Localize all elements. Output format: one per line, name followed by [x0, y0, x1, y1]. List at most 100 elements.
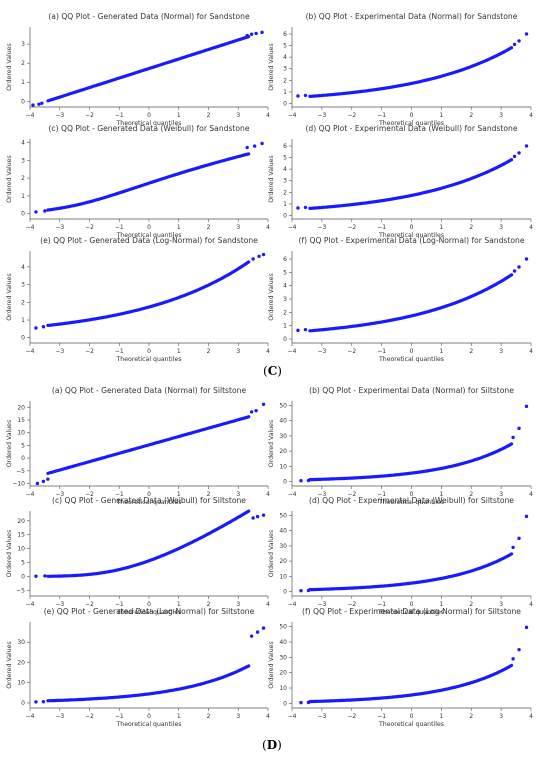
x-tick-label: −4 — [26, 224, 35, 231]
y-tick-label: −5 — [16, 468, 25, 475]
data-point — [512, 269, 517, 273]
x-tick-label: 2 — [207, 224, 211, 231]
x-tick-label: −2 — [347, 601, 356, 608]
y-tick-label: 0 — [21, 335, 25, 342]
y-axis-label: Ordered Values — [6, 530, 13, 577]
y-tick-label: 10 — [17, 430, 25, 437]
x-tick-label: −1 — [377, 491, 386, 498]
data-point — [306, 478, 311, 483]
y-axis-label: Ordered Values — [6, 273, 13, 320]
qq-curve — [46, 415, 251, 475]
y-tick-label: 15 — [17, 532, 25, 539]
y-tick-label: 3 — [21, 157, 25, 164]
x-tick-label: 3 — [499, 713, 503, 720]
y-tick-label: 40 — [279, 418, 287, 425]
x-tick-label: −3 — [55, 348, 64, 355]
y-tick-label: 2 — [21, 60, 25, 67]
y-tick-label: 2 — [283, 309, 287, 316]
chart-title: (b) QQ Plot - Experimental Data (Normal)… — [306, 12, 518, 21]
chart-title: (a) QQ Plot - Generated Data (Normal) fo… — [48, 12, 250, 21]
x-tick-label: −2 — [347, 491, 356, 498]
x-tick-label: −2 — [85, 224, 94, 231]
x-tick-label: −2 — [85, 601, 94, 608]
data-point — [41, 700, 46, 704]
x-axis-label: Theoretical quantiles — [378, 609, 444, 616]
data-point — [245, 33, 249, 38]
y-axis-label: Ordered Values — [268, 43, 275, 90]
x-axis-label: Theoretical quantiles — [116, 499, 182, 506]
x-tick-label: 2 — [469, 348, 473, 355]
y-tick-label: 10 — [279, 463, 287, 470]
x-tick-label: 0 — [410, 112, 414, 119]
x-tick-label: −1 — [377, 224, 386, 231]
x-tick-label: 4 — [529, 112, 533, 119]
y-tick-label: 0 — [283, 478, 287, 485]
data-point — [257, 254, 261, 259]
x-axis-label: Theoretical quantiles — [378, 232, 444, 239]
chart-title: (f) QQ Plot - Experimental Data (Log-Nor… — [302, 607, 521, 616]
x-tick-label: 1 — [177, 713, 181, 720]
y-tick-label: 10 — [279, 685, 287, 692]
data-point — [34, 210, 38, 214]
chart-c-e: (e) QQ Plot - Generated Data (Log-Normal… — [6, 236, 270, 363]
y-tick-label: 3 — [283, 296, 287, 303]
y-tick-label: 0 — [283, 588, 287, 595]
y-tick-label: 4 — [283, 283, 287, 290]
x-tick-label: 4 — [266, 348, 270, 355]
y-tick-label: 20 — [17, 659, 25, 666]
x-tick-label: −4 — [26, 112, 35, 119]
data-point — [296, 94, 300, 98]
x-tick-label: −1 — [115, 348, 124, 355]
x-tick-label: 4 — [266, 491, 270, 498]
y-tick-label: 40 — [279, 528, 287, 535]
data-point — [299, 700, 303, 705]
x-tick-label: 1 — [177, 491, 181, 498]
qq-curve — [46, 152, 251, 212]
y-tick-label: 2 — [21, 175, 25, 182]
y-tick-label: 20 — [17, 404, 25, 411]
x-tick-label: 0 — [147, 112, 151, 119]
x-tick-label: 1 — [439, 112, 443, 119]
qq-curve — [308, 46, 514, 99]
y-tick-label: 1 — [21, 317, 25, 324]
chart-title: (b) QQ Plot - Experimental Data (Normal)… — [309, 386, 514, 395]
chart-title: (e) QQ Plot - Generated Data (Log-Normal… — [44, 607, 255, 616]
x-tick-label: −2 — [85, 713, 94, 720]
data-point — [255, 630, 260, 634]
data-point — [524, 404, 529, 409]
chart-title: (a) QQ Plot - Generated Data (Normal) fo… — [52, 386, 247, 395]
x-tick-label: −1 — [377, 348, 386, 355]
chart-title: (f) QQ Plot - Experimental Data (Log-Nor… — [298, 236, 524, 245]
x-tick-label: 3 — [236, 112, 240, 119]
y-tick-label: 20 — [17, 518, 25, 525]
y-tick-label: 1 — [283, 201, 287, 208]
y-tick-label: 4 — [21, 140, 25, 147]
data-point — [34, 326, 38, 330]
chart-title: (d) QQ Plot - Experimental Data (Weibull… — [305, 124, 517, 133]
x-tick-label: −4 — [288, 713, 297, 720]
data-point — [296, 328, 300, 333]
x-tick-label: 2 — [469, 112, 473, 119]
data-point — [306, 588, 311, 593]
x-tick-label: 3 — [499, 348, 503, 355]
x-tick-label: −2 — [347, 112, 356, 119]
y-tick-label: 2 — [21, 299, 25, 306]
data-point — [37, 102, 41, 106]
x-axis-label: Theoretical quantiles — [378, 356, 444, 363]
y-axis-label: Ordered Values — [268, 530, 275, 577]
data-point — [303, 205, 308, 210]
x-tick-label: −1 — [115, 224, 124, 231]
x-tick-label: 4 — [529, 491, 533, 498]
y-tick-label: 20 — [279, 448, 287, 455]
x-tick-label: −4 — [26, 601, 35, 608]
y-tick-label: 0 — [21, 573, 25, 580]
x-tick-label: 1 — [439, 491, 443, 498]
y-tick-label: 40 — [279, 639, 287, 646]
data-point — [249, 410, 254, 414]
chart-title: (e) QQ Plot - Generated Data (Log-Normal… — [40, 236, 258, 245]
y-tick-label: 50 — [279, 403, 287, 410]
y-axis-label: Ordered Values — [268, 420, 275, 467]
chart-d-e: (e) QQ Plot - Generated Data (Log-Normal… — [6, 607, 270, 728]
chart-title: (d) QQ Plot - Experimental Data (Weibull… — [309, 496, 514, 505]
x-axis-label: Theoretical quantiles — [116, 721, 182, 728]
